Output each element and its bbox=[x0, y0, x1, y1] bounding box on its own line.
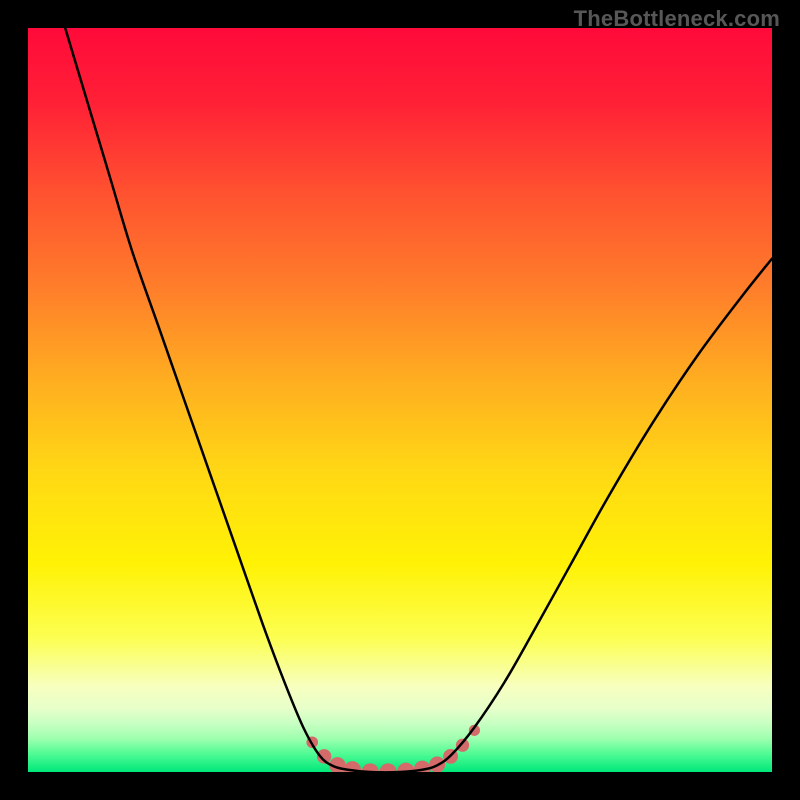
gradient-background bbox=[28, 28, 772, 772]
outer-frame: TheBottleneck.com bbox=[0, 0, 800, 800]
plot-area bbox=[28, 28, 772, 772]
valley-marker bbox=[456, 739, 469, 752]
chart-svg bbox=[28, 28, 772, 772]
watermark-text: TheBottleneck.com bbox=[574, 6, 780, 32]
